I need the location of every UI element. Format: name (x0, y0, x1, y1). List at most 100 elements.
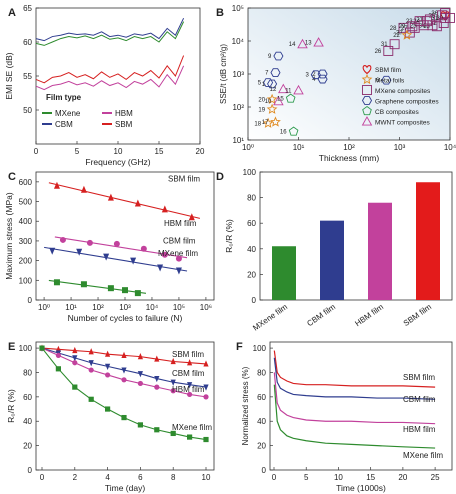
panel-b-point (266, 103, 278, 114)
panel-c-point (161, 205, 168, 213)
panel-e-series-label: MXene film (172, 423, 212, 432)
panel-e-point (121, 367, 127, 374)
panel-b-point (273, 95, 284, 106)
panel-f-letter: F (236, 341, 243, 353)
panel-a-series-hbm (35, 65, 185, 91)
panel-d-ytick-label: 100 (243, 168, 257, 177)
panel-f-ytick-label: 20 (257, 442, 266, 451)
panel-c-point (76, 248, 83, 256)
panel-e-point (105, 406, 111, 412)
panel-b-point-label: 7 (265, 71, 269, 77)
panel-d-bar (416, 182, 440, 300)
panel-b-point (313, 37, 324, 47)
panel-c-ytick-label: 100 (19, 276, 33, 285)
panel-c-point (53, 181, 60, 189)
panel-a-ytick-label: 50 (23, 106, 32, 115)
panel-b-point (267, 79, 278, 89)
panel-f-ytick-label: 80 (257, 368, 266, 377)
panel-b-legend-marker (361, 116, 373, 126)
panel-f-series-label: SBM film (403, 373, 435, 382)
panel-a-series-cbm (35, 17, 185, 42)
panel-c-ytick-label: 400 (19, 217, 33, 226)
panel-e-xtick-label: 2 (73, 473, 78, 482)
panel-c-series-label: MXene film (158, 249, 198, 258)
panel-e-point (88, 360, 94, 367)
panel-c-point (134, 199, 141, 207)
panel-c-xtick-label: 10⁶ (200, 303, 212, 312)
panel-e-xtick-label: 4 (105, 473, 110, 482)
panel-c-xtick-label: 10⁵ (173, 303, 185, 312)
panel-a-xtick-label: 10 (114, 147, 123, 156)
panel-b-legend-marker (362, 105, 372, 116)
panel-b-xtick-label: 10² (343, 143, 355, 152)
panel-b-ytick-label: 10⁴ (232, 37, 245, 46)
panel-e-letter: E (8, 341, 15, 353)
panel-e-point (39, 345, 45, 351)
panel-a-xtick-label: 5 (75, 147, 80, 156)
panel-c-point (80, 185, 87, 193)
panel-b-ytick-label: 10² (232, 103, 244, 112)
panel-e-point (72, 346, 78, 354)
panel-b-xtick-label: 10¹ (293, 143, 305, 152)
panel-c-point (188, 213, 195, 221)
panel-f-xtick-label: 20 (398, 473, 407, 482)
panel-a-ylabel: EMI SE (dB) (4, 52, 14, 99)
panel-b-point-label: 9 (268, 54, 272, 60)
panel-c-point (107, 193, 114, 201)
panel-e-ylabel: R₀/R (%) (6, 389, 16, 423)
panel-e-xtick-label: 8 (171, 473, 176, 482)
panel-b-point (270, 68, 281, 77)
panel-d-ylabel: R₀/R (%) (224, 219, 234, 253)
panel-b-point (262, 117, 274, 128)
panel-b-ytick-label: 10¹ (232, 136, 244, 145)
panel-f-series-label: HBM film (403, 425, 436, 434)
panel-b-point-label: 34 (419, 23, 426, 29)
panel-b-point-label: 31 (381, 42, 388, 48)
panel-b-point-label: 16 (280, 130, 287, 136)
panel-b-legend-label: Graphene composites (375, 99, 439, 106)
panel-a-legend-label: MXene (55, 109, 81, 118)
panel-f-xtick-label: 5 (304, 473, 309, 482)
panel-e-point (154, 355, 160, 362)
panel-e-point (88, 367, 94, 373)
panel-b-point (270, 116, 281, 127)
panel-c-point (140, 245, 147, 252)
panel-b-point (266, 93, 278, 104)
panel-c-point (107, 285, 114, 292)
panel-e-point (55, 366, 61, 372)
panel-e-ytick-label: 60 (23, 393, 32, 402)
panel-b-point-label: 25 (410, 23, 417, 29)
panel-b-background (248, 8, 450, 140)
panel-e-point (187, 382, 193, 389)
panel-e-point (154, 375, 160, 383)
panel-b-point-label: 19 (258, 107, 265, 113)
panel-f-series-label: CBM film (403, 395, 436, 404)
panel-c-point (49, 247, 56, 255)
panel-a-legend-title: Film type (46, 93, 82, 102)
panel-c-xtick-label: 10² (92, 303, 104, 312)
panel-c-point (53, 279, 60, 286)
panel-b-point (381, 75, 392, 85)
panel-b-point-label: 17 (262, 120, 269, 126)
panel-f-frame (269, 341, 453, 471)
panel-b-legend-label: CB composites (375, 109, 419, 116)
panel-a-series-mxene (35, 21, 185, 46)
panel-c-ytick-label: 200 (19, 257, 33, 266)
panel-a-legend-label: SBM (115, 120, 133, 129)
panel-b-point (278, 83, 289, 94)
panel-e-point (203, 394, 209, 400)
panel-b-ytick-label: 10⁵ (232, 4, 244, 13)
panel-e-ytick-label: 80 (23, 368, 32, 377)
panel-f-xlabel: Time (1000s) (336, 483, 386, 493)
panel-b-xtick-label: 10⁰ (242, 143, 254, 152)
panel-b-point-label: 4 (312, 77, 316, 83)
panel-b-xtick-label: 10³ (394, 143, 406, 152)
panel-e-point (170, 379, 176, 386)
panel-f-xtick-label: 15 (366, 473, 375, 482)
panel-a-xlabel: Frequency (GHz) (85, 157, 150, 167)
panel-c-fit-3 (48, 279, 147, 294)
panel-b-point-label: 6 (376, 78, 380, 84)
panel-b-point (404, 27, 415, 38)
panel-d-category-label: CBM film (305, 302, 337, 328)
